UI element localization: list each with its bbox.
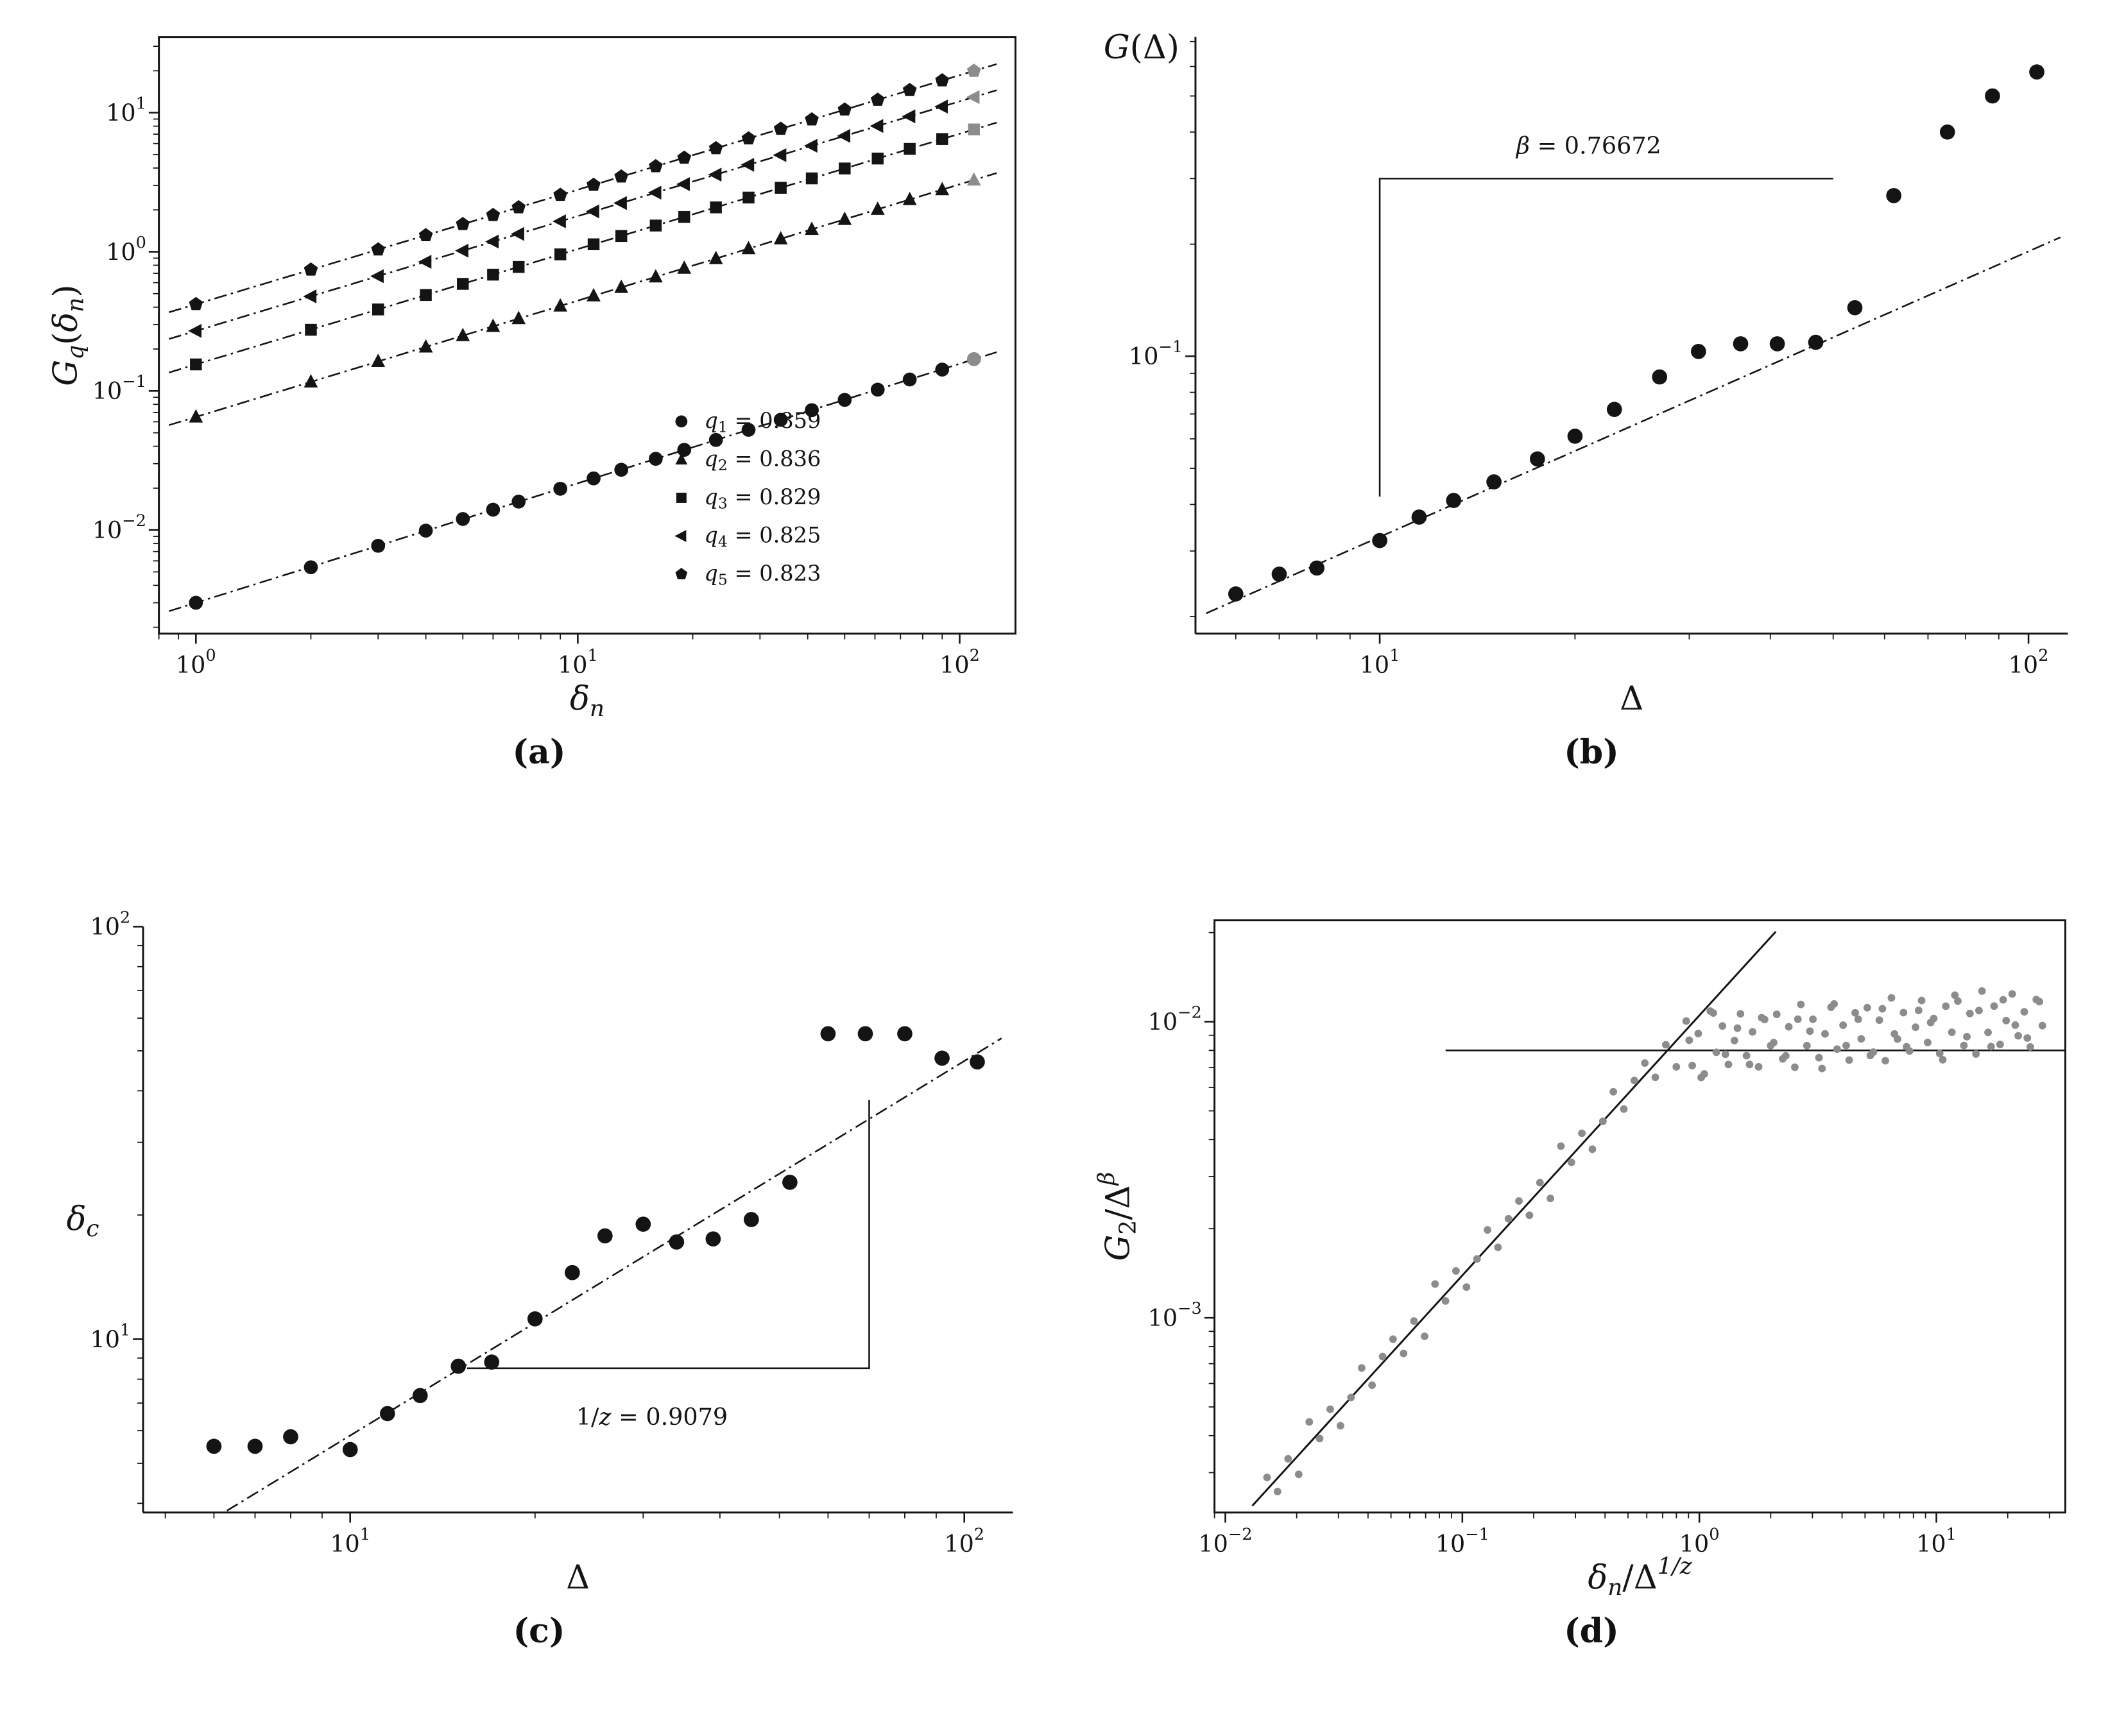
svg-text:10−2: 10−2 (92, 511, 146, 544)
panel-c-chart: 101 102 101 102 1/z = 0.9079 Δδc (66, 908, 1013, 1595)
svg-text:102: 102 (939, 646, 980, 679)
panel-b: 101 102 10−1 β = 0.76672 Δ G(Δ) (b) (1091, 19, 2092, 772)
panel-a-caption: (a) (512, 733, 566, 772)
svg-text:q3 = 0.829: q3 = 0.829 (704, 484, 821, 513)
svg-text:100: 100 (1679, 1525, 1720, 1558)
svg-text:δc: δc (66, 1200, 99, 1242)
svg-text:β = 0.76672: β = 0.76672 (1515, 132, 1661, 159)
svg-text:101: 101 (106, 94, 146, 126)
svg-text:101: 101 (90, 1320, 130, 1353)
svg-text:101: 101 (1360, 646, 1400, 679)
svg-text:δn/Δ1/z: δn/Δ1/z (1588, 1553, 1692, 1595)
panel-d-chart: 10−2 10−1 100 101 10−3 10−2 δn/Δ1/z G2/Δβ (1093, 919, 2066, 1595)
svg-text:δn: δn (570, 679, 604, 716)
svg-text:101: 101 (330, 1525, 370, 1558)
panel-a: 100 101 102 10−2 10−1 100 101 q1 = 0.859 q2 = 0.… (39, 19, 1040, 772)
svg-text:101: 101 (558, 646, 598, 679)
svg-text:101: 101 (1916, 1525, 1957, 1558)
svg-text:102: 102 (944, 1525, 984, 1558)
svg-text:10−1: 10−1 (1129, 337, 1183, 370)
svg-text:10−1: 10−1 (1436, 1525, 1489, 1558)
svg-text:q5 = 0.823: q5 = 0.823 (704, 561, 821, 589)
svg-text:q2 = 0.836: q2 = 0.836 (704, 446, 821, 474)
svg-text:10−2: 10−2 (1198, 1525, 1252, 1558)
panel-d-caption: (d) (1564, 1612, 1619, 1651)
svg-text:q4 = 0.825: q4 = 0.825 (704, 522, 821, 550)
svg-text:102: 102 (90, 908, 130, 940)
svg-text:10−3: 10−3 (1148, 1299, 1202, 1332)
svg-text:Δ: Δ (1620, 679, 1643, 716)
svg-text:Gq(δn): Gq(δn) (46, 285, 89, 386)
svg-text:1/z = 0.9079: 1/z = 0.9079 (576, 1403, 728, 1431)
svg-text:G2/Δβ: G2/Δβ (1093, 1172, 1141, 1261)
svg-text:102: 102 (2009, 646, 2049, 679)
svg-text:Δ: Δ (566, 1558, 590, 1595)
panel-b-chart: 101 102 10−1 β = 0.76672 Δ G(Δ) (1104, 28, 2068, 716)
panel-b-caption: (b) (1564, 733, 1619, 772)
svg-text:10−1: 10−1 (92, 372, 146, 405)
panel-d: 10−2 10−1 100 101 10−3 10−2 δn/Δ1/z G2/Δβ (d) (1091, 898, 2092, 1651)
svg-text:10−2: 10−2 (1148, 1003, 1202, 1035)
svg-text:100: 100 (106, 233, 146, 266)
svg-text:100: 100 (176, 646, 216, 679)
svg-text:q1 = 0.859: q1 = 0.859 (704, 408, 821, 436)
panel-a-chart: 100 101 102 10−2 10−1 100 101 q1 = 0.859 q2 = 0.… (46, 36, 1016, 716)
svg-text:G(Δ): G(Δ) (1104, 28, 1179, 67)
panel-c-caption: (c) (513, 1612, 565, 1651)
